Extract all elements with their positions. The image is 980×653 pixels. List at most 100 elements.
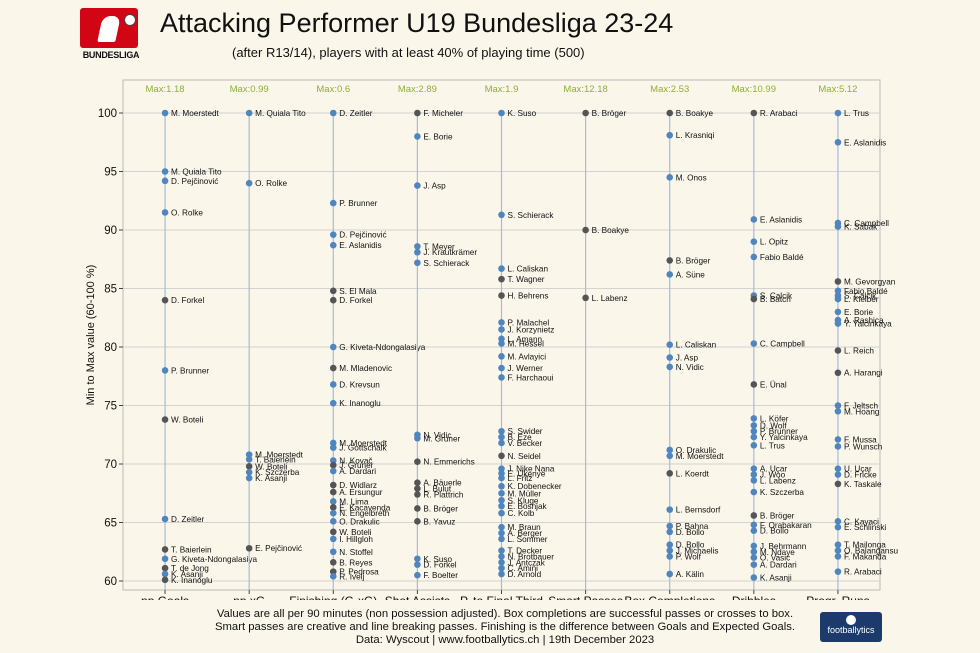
data-label: E. Kacavenda bbox=[339, 503, 390, 512]
data-label: D. Krevsun bbox=[339, 380, 380, 389]
data-label: M. Müller bbox=[508, 489, 542, 498]
data-point bbox=[498, 509, 505, 517]
data-point bbox=[750, 548, 758, 556]
data-point bbox=[834, 471, 842, 478]
data-point bbox=[161, 555, 169, 563]
data-point bbox=[498, 326, 505, 333]
data-point bbox=[666, 174, 674, 181]
data-label: F. Boelter bbox=[423, 571, 458, 580]
data-label: L. Labenz bbox=[592, 294, 628, 303]
data-point bbox=[329, 498, 337, 505]
data-label: T. Decker bbox=[508, 547, 543, 556]
data-label: L. Reich bbox=[844, 347, 874, 356]
data-point bbox=[161, 564, 169, 572]
y-tick-label: 80 bbox=[104, 342, 117, 354]
data-point bbox=[498, 353, 505, 360]
x-tick-label: Finishing (G-xG) bbox=[289, 594, 377, 600]
data-label: T. Meyer bbox=[423, 242, 455, 251]
data-point bbox=[834, 320, 842, 327]
data-point bbox=[329, 381, 337, 388]
data-point bbox=[498, 474, 505, 482]
data-point bbox=[329, 558, 337, 566]
data-label: A. Bäuerle bbox=[423, 479, 462, 488]
data-label: E. Aslanidis bbox=[844, 138, 886, 147]
y-tick-label: 95 bbox=[104, 167, 117, 179]
data-point bbox=[834, 518, 842, 525]
data-point bbox=[329, 503, 337, 511]
data-point bbox=[414, 518, 421, 525]
data-label: M. Mladenovic bbox=[339, 364, 392, 373]
data-point bbox=[245, 474, 253, 482]
data-label: V. Becker bbox=[508, 439, 543, 448]
data-label: D. Bollo bbox=[676, 541, 705, 550]
data-label: N. Emmerichs bbox=[423, 458, 474, 467]
data-label: J. Behrmann bbox=[760, 542, 807, 551]
data-label: J. Nike Nana bbox=[508, 465, 555, 474]
data-label: B. Yavuz bbox=[423, 517, 455, 526]
data-label: A. Dardari bbox=[339, 467, 376, 476]
data-label: L. Trus bbox=[760, 441, 785, 450]
max-label: Max:1.9 bbox=[485, 84, 519, 95]
data-point bbox=[834, 347, 842, 354]
data-point bbox=[750, 422, 758, 429]
scatter-chart: 60 65 70 75 80 85 90 95 100 Min to Max value (60-… bbox=[85, 79, 899, 600]
data-label: M. Gruner bbox=[423, 434, 460, 443]
y-tick-label: 85 bbox=[104, 284, 117, 296]
data-point bbox=[666, 547, 674, 554]
data-point bbox=[750, 340, 758, 347]
data-label: N. Kovač bbox=[339, 456, 372, 465]
x-tick-label: Progr. Runs bbox=[806, 594, 869, 600]
data-point bbox=[750, 216, 758, 223]
data-point bbox=[329, 287, 337, 295]
data-label: M. Braun bbox=[508, 523, 542, 532]
data-point bbox=[245, 179, 253, 187]
data-point bbox=[498, 265, 505, 272]
data-label: M. Ndaye bbox=[760, 548, 795, 557]
data-label: W. Boteli bbox=[255, 462, 287, 471]
chart-subtitle: (after R13/14), players with at least 40… bbox=[232, 45, 585, 60]
data-label: L. Labenz bbox=[760, 476, 796, 485]
bundesliga-logo: BUNDESLIGA bbox=[80, 8, 142, 60]
data-label: B. Bröger bbox=[592, 109, 627, 118]
data-point bbox=[161, 416, 169, 423]
data-label: C. Campbell bbox=[760, 339, 805, 348]
data-label: U. Uçar bbox=[844, 465, 872, 474]
data-label: S. El Mala bbox=[339, 287, 377, 296]
data-label: M. Onos bbox=[676, 173, 707, 182]
data-point bbox=[666, 446, 674, 454]
data-label: A. Uçar bbox=[760, 465, 788, 474]
y-tick-label: 75 bbox=[104, 401, 117, 413]
data-point bbox=[834, 278, 842, 285]
data-label: C. Amini bbox=[508, 564, 539, 573]
max-label: Max:5.12 bbox=[818, 84, 857, 95]
data-label: L. Trus bbox=[844, 109, 869, 118]
data-label: M. Hoang bbox=[844, 407, 880, 416]
data-label: R. Ivelj bbox=[339, 572, 364, 581]
data-point bbox=[666, 109, 674, 117]
data-point bbox=[834, 369, 842, 377]
x-tick-label: Dribbles bbox=[732, 594, 776, 600]
data-label: D. Forkel bbox=[339, 296, 372, 305]
data-point bbox=[834, 287, 842, 295]
data-label: J. Michaelis bbox=[676, 547, 719, 556]
data-label: R. Arabaci bbox=[844, 568, 882, 577]
data-point bbox=[498, 433, 505, 441]
data-point bbox=[582, 109, 589, 117]
data-label: J. Gruner bbox=[339, 461, 373, 470]
data-label: K. Asanji bbox=[171, 570, 203, 579]
data-point bbox=[414, 571, 421, 579]
max-label: Max:12.18 bbox=[563, 84, 607, 95]
x-tick-label: np xG bbox=[233, 594, 265, 600]
y-tick-label: 65 bbox=[104, 518, 117, 530]
data-label: E. Pejčinović bbox=[255, 544, 302, 553]
data-label: M. Moerstedt bbox=[171, 109, 219, 118]
data-point bbox=[329, 518, 337, 525]
y-tick-label: 90 bbox=[104, 225, 117, 237]
data-point bbox=[666, 470, 674, 477]
logo-ball-icon bbox=[124, 14, 136, 26]
data-point bbox=[834, 223, 842, 230]
data-point bbox=[750, 477, 758, 484]
data-label: T. Baierlein bbox=[171, 545, 212, 554]
data-point bbox=[750, 441, 758, 449]
data-point bbox=[666, 541, 674, 549]
